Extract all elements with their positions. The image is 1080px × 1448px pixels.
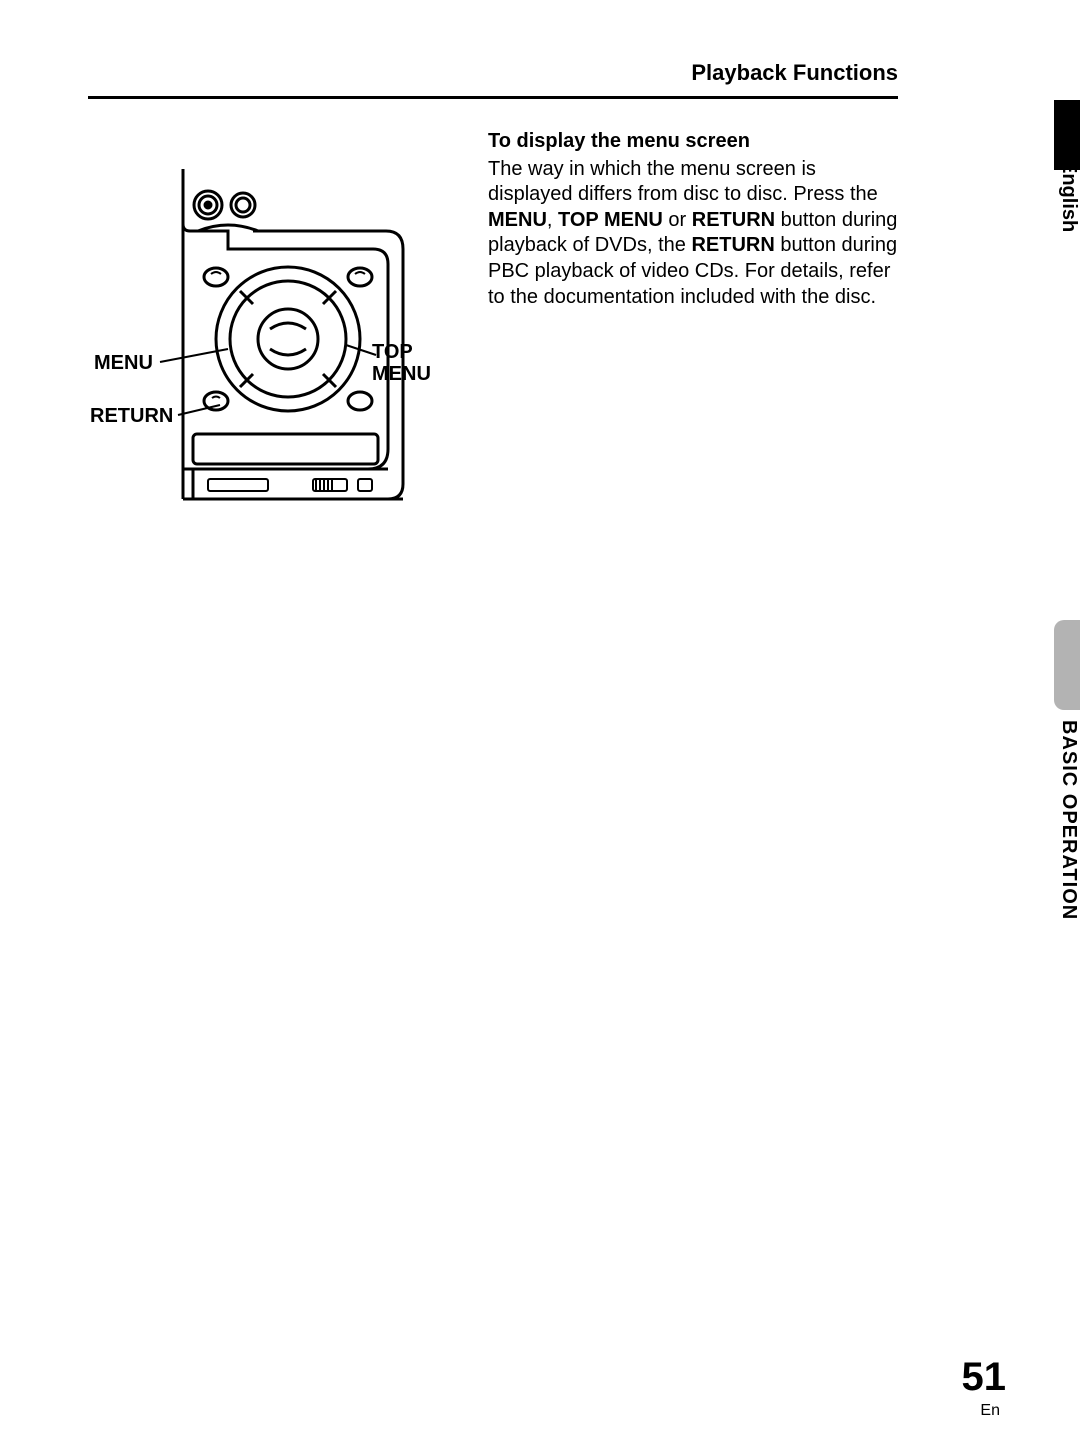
callout-menu-label: MENU: [94, 352, 153, 375]
header-rule: [88, 96, 898, 99]
callout-return-label: RETURN: [90, 405, 173, 428]
edge-tab-language: English: [998, 160, 1080, 232]
device-illustration: MENU RETURN TOP MENU: [88, 129, 468, 529]
callout-top-menu-label: TOP MENU: [372, 341, 431, 385]
page-header-title: Playback Functions: [88, 60, 898, 86]
page-number: 51: [962, 1355, 1007, 1400]
edge-tab-section: BASIC OPERATION: [998, 720, 1080, 920]
section-subhead: To display the menu screen: [488, 129, 898, 155]
page-lang-abbr: En: [980, 1402, 1000, 1420]
section-body: The way in which the menu screen is disp…: [488, 157, 898, 311]
edge-tab-gray: [1054, 620, 1080, 710]
